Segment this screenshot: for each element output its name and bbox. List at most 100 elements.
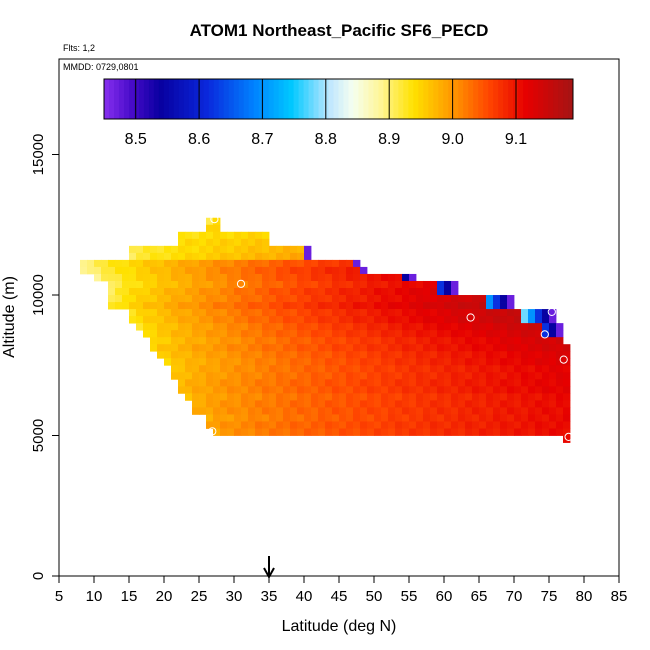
heatmap-cell	[451, 400, 459, 408]
heatmap-cell	[213, 302, 221, 310]
heatmap-cell	[255, 372, 263, 380]
heatmap-cell	[185, 273, 193, 282]
heatmap-cell	[136, 302, 144, 310]
heatmap-cell	[339, 337, 347, 345]
heatmap-cell	[136, 259, 144, 268]
heatmap-cell	[304, 428, 312, 436]
heatmap-cell	[402, 288, 410, 296]
heatmap-cell	[472, 379, 480, 387]
heatmap-cell	[458, 302, 466, 310]
heatmap-cell	[206, 288, 214, 296]
heatmap-cell	[549, 309, 557, 317]
heatmap-cell	[227, 302, 235, 310]
heatmap-cell	[353, 379, 361, 387]
heatmap-cell	[143, 302, 151, 310]
heatmap-cell	[178, 280, 186, 289]
heatmap-cell	[241, 393, 249, 401]
colorbar-swatch	[178, 79, 185, 119]
heatmap-cell	[178, 316, 186, 324]
heatmap-cell	[325, 330, 333, 338]
heatmap-cell	[311, 393, 319, 401]
heatmap-cell	[353, 421, 361, 429]
heatmap-cell	[248, 309, 256, 317]
heatmap-cell	[556, 393, 564, 401]
heatmap-cell	[479, 421, 487, 429]
heatmap-cell	[416, 280, 424, 289]
heatmap-cell	[451, 372, 459, 380]
heatmap-cell	[563, 407, 571, 415]
heatmap-cell	[528, 400, 536, 408]
heatmap-cell	[318, 280, 326, 289]
heatmap-cell	[535, 421, 543, 429]
heatmap-cell	[87, 259, 95, 268]
heatmap-cell	[360, 379, 368, 387]
heatmap-cell	[528, 344, 536, 352]
heatmap-cell	[542, 309, 550, 317]
heatmap-cell	[500, 414, 508, 422]
heatmap-cell	[143, 295, 151, 303]
heatmap-cell	[318, 337, 326, 345]
heatmap-cell	[115, 266, 123, 275]
heatmap-cell	[402, 365, 410, 373]
heatmap-cell	[437, 302, 445, 310]
heatmap-cell	[381, 407, 389, 415]
heatmap-cell	[339, 344, 347, 352]
heatmap-cell	[437, 428, 445, 436]
heatmap-cell	[430, 337, 438, 345]
heatmap-cell	[290, 421, 298, 429]
heatmap-cell	[423, 337, 431, 345]
heatmap-cell	[255, 231, 263, 240]
heatmap-cell	[479, 365, 487, 373]
heatmap-cell	[388, 428, 396, 436]
heatmap-cell	[171, 252, 179, 261]
heatmap-cell	[325, 295, 333, 303]
heatmap-cell	[430, 428, 438, 436]
colorbar-swatch	[313, 79, 320, 119]
heatmap-cell	[136, 266, 144, 275]
heatmap-cell	[241, 245, 249, 254]
heatmap-cell	[353, 393, 361, 401]
heatmap-cell	[535, 316, 543, 324]
heatmap-cell	[220, 316, 228, 324]
heatmap-cell	[514, 421, 522, 429]
heatmap-cell	[521, 400, 529, 408]
heatmap-cell	[304, 309, 312, 317]
heatmap-cell	[178, 358, 186, 366]
heatmap-cell	[381, 316, 389, 324]
heatmap-cell	[423, 280, 431, 289]
heatmap-cell	[374, 379, 382, 387]
heatmap-cell	[283, 344, 291, 352]
heatmap-cell	[171, 351, 179, 359]
heatmap-cell	[409, 358, 417, 366]
heatmap-cell	[276, 316, 284, 324]
heatmap-cell	[353, 372, 361, 380]
heatmap-cell	[150, 252, 158, 261]
colorbar-swatch	[478, 79, 484, 119]
heatmap-cell	[255, 330, 263, 338]
heatmap-cell	[486, 379, 494, 387]
heatmap-cell	[297, 280, 305, 289]
heatmap-cell	[213, 337, 221, 345]
heatmap-cell	[206, 407, 214, 415]
heatmap-cell	[395, 309, 403, 317]
heatmap-cell	[283, 273, 291, 282]
heatmap-cell	[395, 414, 403, 422]
heatmap-cell	[185, 386, 193, 394]
heatmap-cell	[241, 302, 249, 310]
heatmap-cell	[535, 372, 543, 380]
heatmap-cell	[325, 288, 333, 296]
heatmap-cell	[227, 372, 235, 380]
heatmap-cell	[549, 344, 557, 352]
heatmap-cell	[521, 428, 529, 436]
x-tick-label: 60	[436, 588, 453, 605]
heatmap-cell	[493, 316, 501, 324]
heatmap-cell	[255, 309, 263, 317]
colorbar-swatch	[383, 79, 389, 119]
heatmap-cell	[325, 323, 333, 331]
heatmap-cell	[556, 372, 564, 380]
heatmap-cell	[227, 245, 235, 254]
heatmap-cell	[332, 351, 340, 359]
colorbar-swatch	[353, 79, 359, 119]
heatmap-cell	[423, 365, 431, 373]
heatmap-cell	[262, 393, 270, 401]
